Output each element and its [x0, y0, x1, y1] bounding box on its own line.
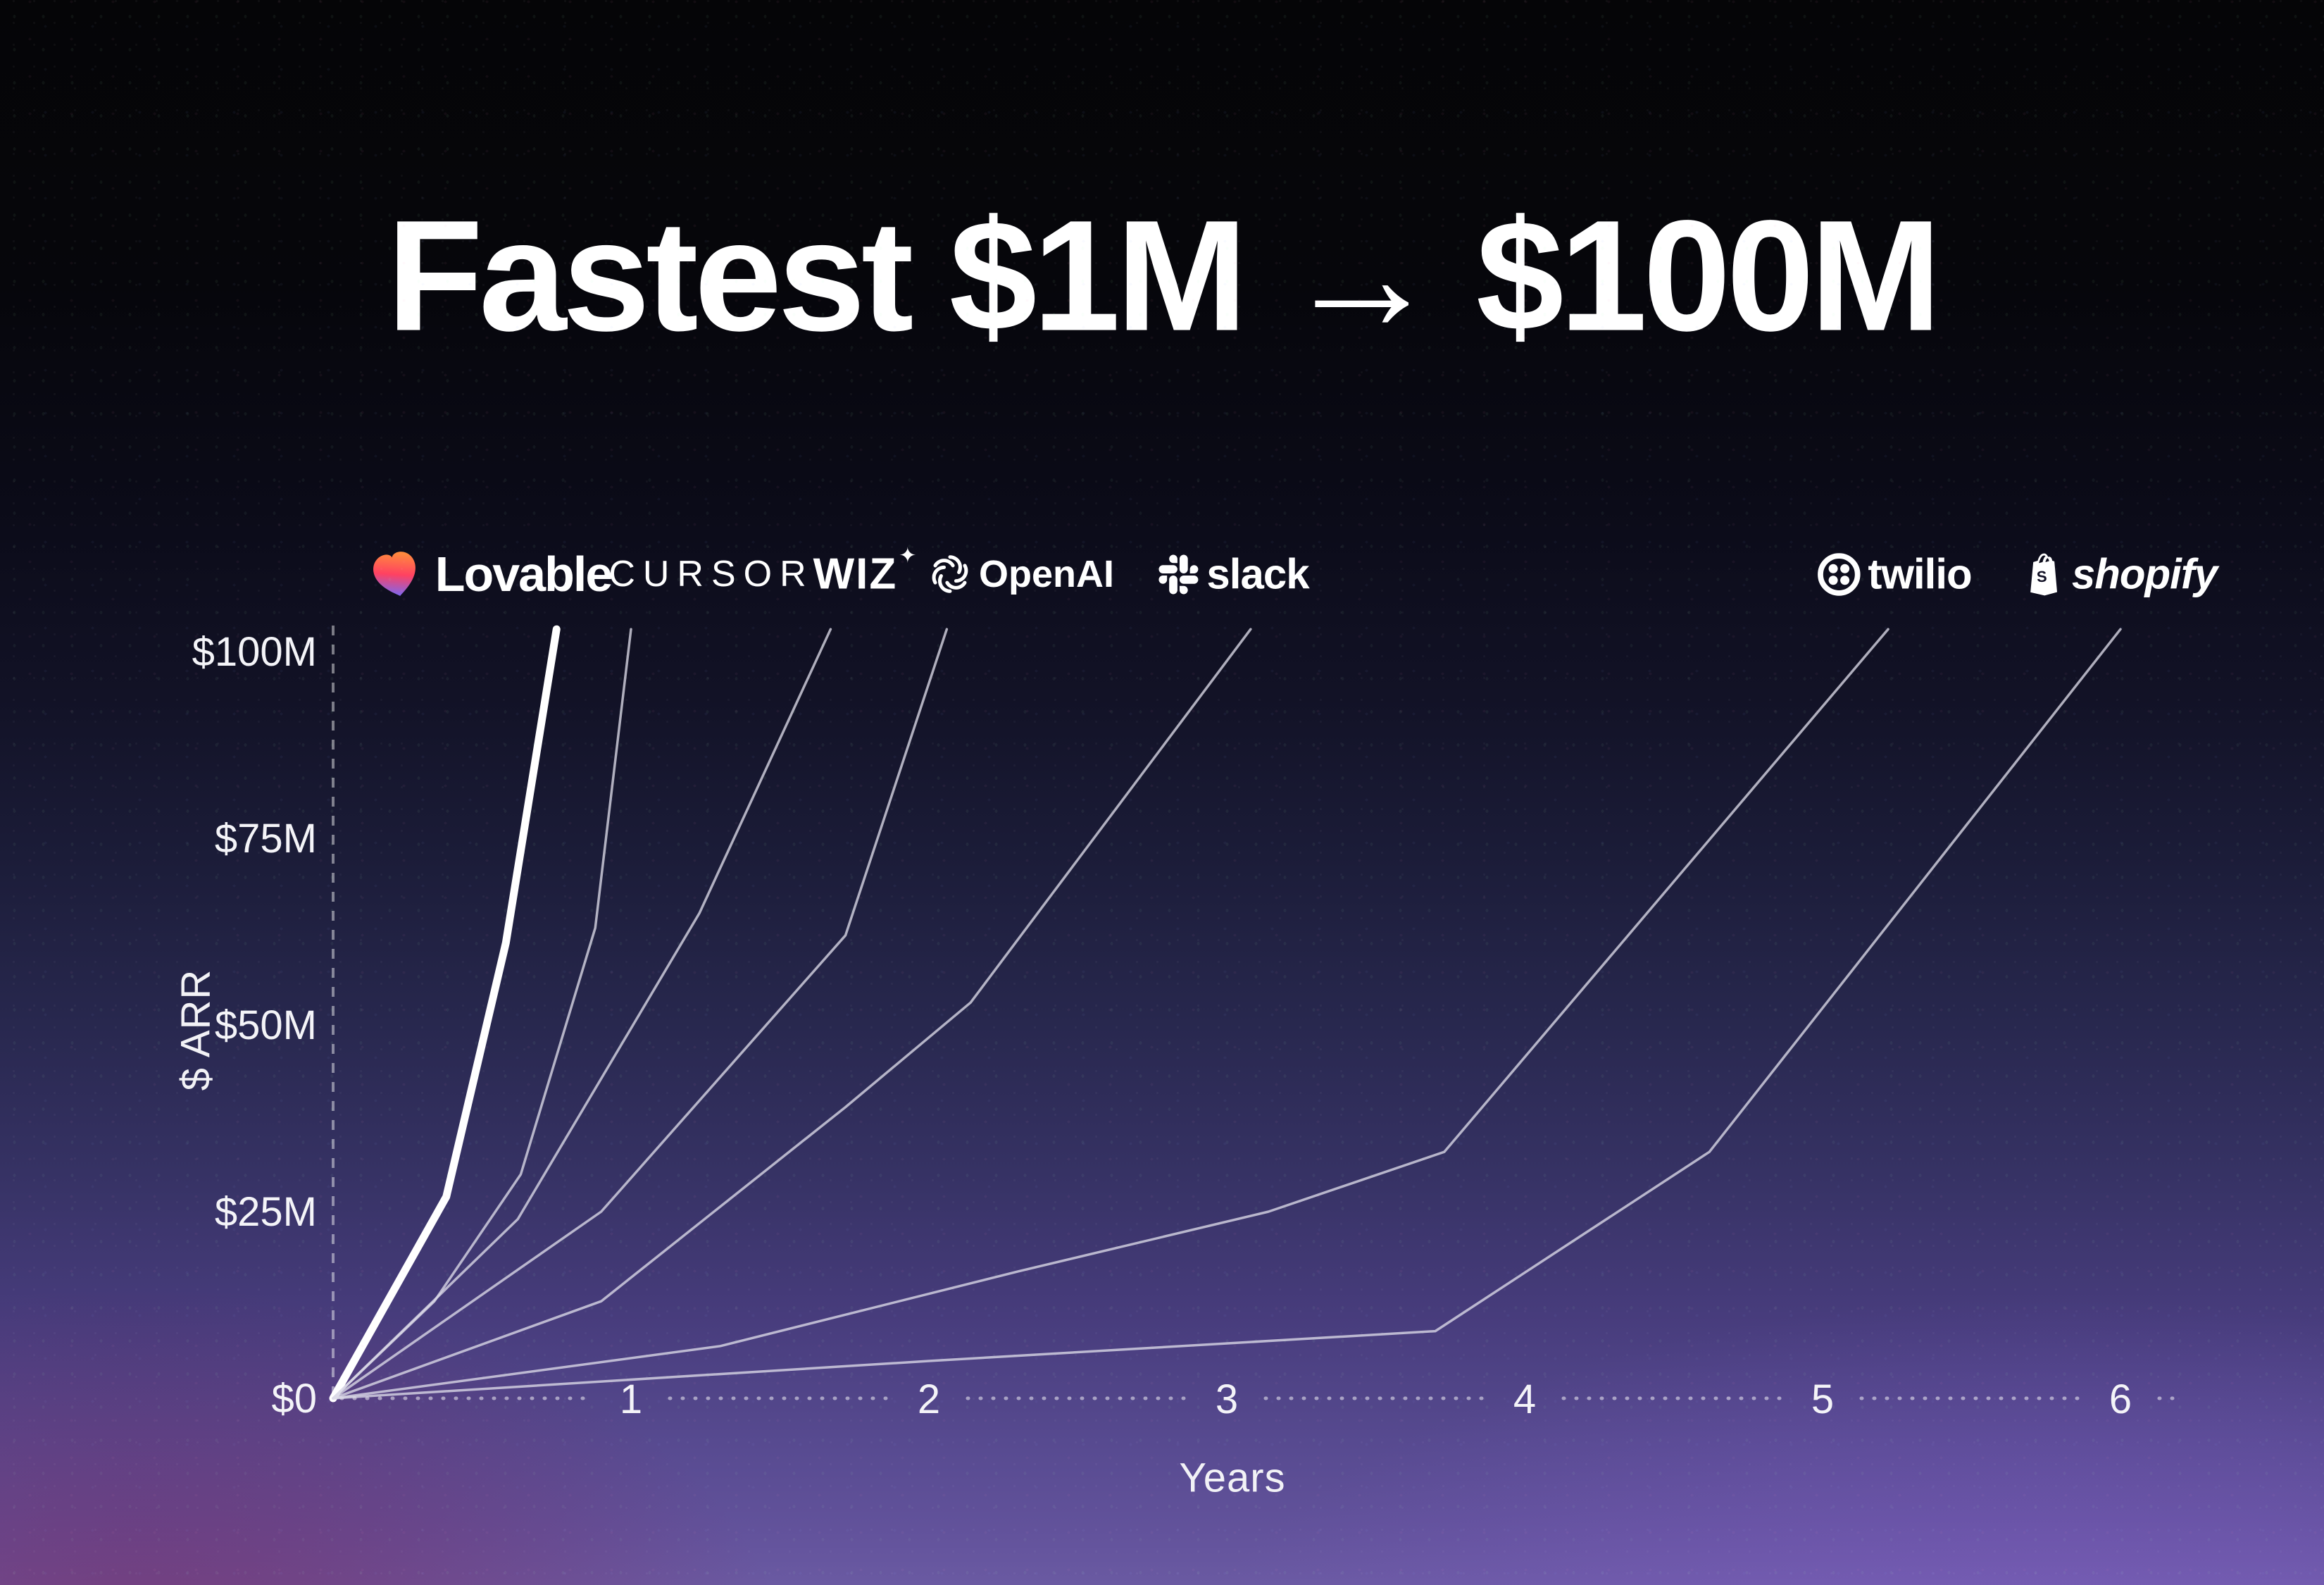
logo-slack: slack: [1158, 550, 1310, 599]
logo-label-shopify: shopify: [2071, 550, 2218, 598]
logo-label-openai: OpenAI: [978, 553, 1115, 595]
x-tick-label: 6: [2109, 1376, 2132, 1422]
wiz-sparkle-icon: ✦: [899, 544, 917, 567]
y-tick-label: $0: [271, 1376, 317, 1422]
page-title: Fastest $1M → $100M: [387, 187, 1942, 364]
y-tick-label: $100M: [192, 629, 317, 675]
twilio-circle-icon: [1818, 552, 1861, 596]
logo-cursor: CURSOR: [608, 553, 813, 595]
slack-pinwheel-icon: [1158, 554, 1199, 594]
x-tick-label: 1: [620, 1376, 642, 1422]
lovable-heart-icon: [373, 552, 416, 596]
x-tick-label: 3: [1216, 1376, 1238, 1422]
growth-line-cursor: [332, 628, 632, 1400]
y-tick-label: $25M: [215, 1189, 317, 1235]
logo-label-twilio: twilio: [1868, 550, 1972, 598]
logo-openai: OpenAI: [928, 552, 1114, 596]
shopify-bag-icon: S: [2030, 553, 2058, 595]
svg-text:S: S: [2036, 567, 2047, 585]
logo-label-wiz: WIZ: [813, 549, 898, 599]
y-tick-label: $75M: [215, 816, 317, 862]
lovable-heart-icon: [368, 546, 424, 602]
y-axis-title: $ ARR: [173, 969, 219, 1091]
logo-lovable: Lovable: [368, 546, 613, 602]
logo-label-lovable: Lovable: [435, 547, 613, 602]
twilio-circle-icon: [1817, 552, 1861, 596]
growth-line-lovable: [329, 625, 561, 1403]
growth-line-openai: [332, 628, 949, 1400]
logo-label-cursor: CURSOR: [608, 554, 814, 595]
x-tick-label: 2: [918, 1376, 940, 1422]
growth-line-wiz: [332, 628, 832, 1400]
x-tick-label: 4: [1513, 1376, 1536, 1422]
slack-pinwheel-icon: [1158, 554, 1199, 594]
y-tick-label: $50M: [215, 1002, 317, 1048]
logo-wiz: WIZ ✦: [813, 545, 917, 599]
shopify-bag-icon: S: [2025, 552, 2065, 596]
growth-line-shopify: [332, 628, 2122, 1400]
openai-knot-icon: [932, 555, 968, 593]
openai-knot-icon: [928, 552, 972, 596]
logo-twilio: twilio: [1817, 550, 1973, 599]
logo-label-slack: slack: [1206, 550, 1309, 598]
growth-line-slack: [332, 628, 1252, 1400]
x-tick-label: 5: [1811, 1376, 1834, 1422]
growth-line-twilio: [332, 628, 1889, 1400]
x-axis-title: Years: [1179, 1455, 1286, 1501]
